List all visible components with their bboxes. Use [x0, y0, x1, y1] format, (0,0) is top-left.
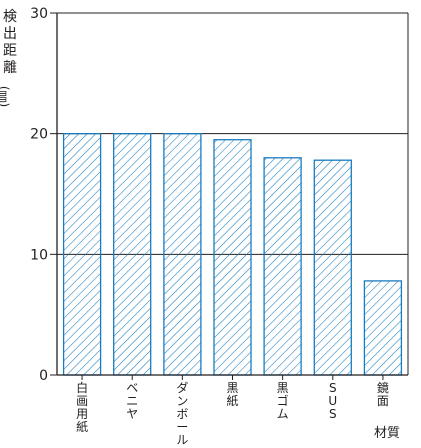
- x-tick-label: ダンボール: [176, 380, 188, 447]
- x-tick-label: ベニヤ: [126, 381, 138, 421]
- y-axis-label-char: 離: [3, 60, 17, 76]
- x-tick-label: 鏡面: [377, 380, 389, 408]
- bar: [113, 133, 152, 376]
- y-axis-label-char: 出: [3, 26, 17, 42]
- x-axis-label: 材質: [374, 426, 400, 441]
- x-tick-label: 黒ゴム: [277, 381, 289, 421]
- y-axis-label-char: 検: [3, 9, 17, 25]
- bar: [163, 133, 202, 376]
- bar: [263, 157, 302, 376]
- y-axis-label-char: 距: [3, 43, 17, 59]
- x-tick-label: 黒紙: [226, 381, 238, 408]
- y-tick-label: 0: [39, 368, 48, 384]
- x-tick-label: 白画用紙: [76, 380, 88, 434]
- y-tick-label: 10: [30, 247, 48, 263]
- bar: [62, 133, 102, 376]
- y-tick-label: 30: [30, 6, 48, 22]
- bar: [363, 280, 403, 376]
- bar: [213, 139, 252, 376]
- y-tick-label: 20: [30, 127, 48, 143]
- bar: [313, 159, 352, 376]
